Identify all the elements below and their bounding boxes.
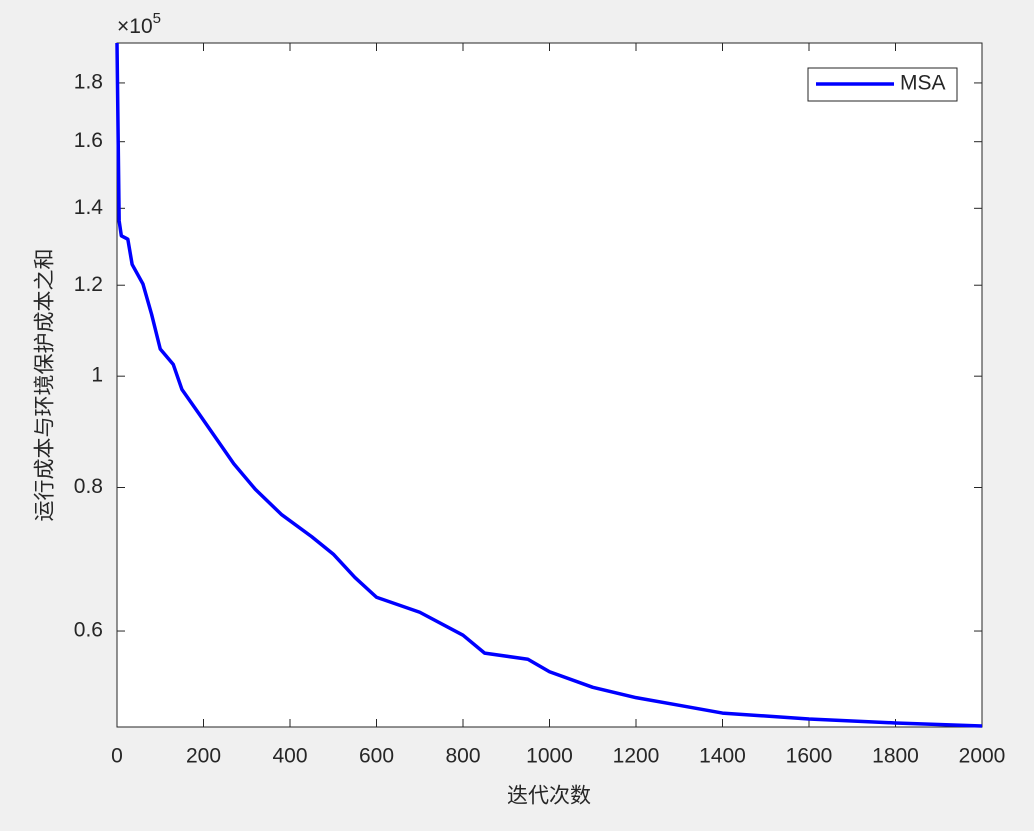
y-tick-label: 1.4 <box>74 196 104 219</box>
x-tick-label: 1800 <box>872 745 919 768</box>
x-tick-label: 800 <box>445 745 480 768</box>
data-line <box>115 42 983 728</box>
x-tick-label: 600 <box>359 745 394 768</box>
plot-area <box>116 42 983 728</box>
x-tick-label: 1400 <box>699 745 746 768</box>
y-tick-label: 1 <box>91 364 103 387</box>
legend-label: MSA <box>900 72 946 95</box>
y-tick-label: 1.6 <box>74 129 103 152</box>
x-axis-label: 迭代次数 <box>507 785 591 808</box>
y-exponent: ×105 <box>117 10 161 38</box>
x-tick-label: 400 <box>272 745 307 768</box>
x-tick-label: 1000 <box>526 745 573 768</box>
x-tick-label: 0 <box>111 745 123 768</box>
y-tick-label: 1.2 <box>74 273 103 296</box>
exponent-base: ×10 <box>117 15 153 38</box>
x-tick-label: 1600 <box>786 745 833 768</box>
x-tick-label: 1200 <box>613 745 660 768</box>
y-axis-label: 运行成本与环境保护成本之和 <box>34 249 57 522</box>
y-tick-label: 0.6 <box>74 619 103 642</box>
x-tick-label: 2000 <box>959 745 1006 768</box>
exponent-power: 5 <box>153 10 161 27</box>
x-tick-label: 200 <box>186 745 221 768</box>
y-tick-label: 0.8 <box>74 475 103 498</box>
y-tick-label: 1.8 <box>74 70 103 93</box>
